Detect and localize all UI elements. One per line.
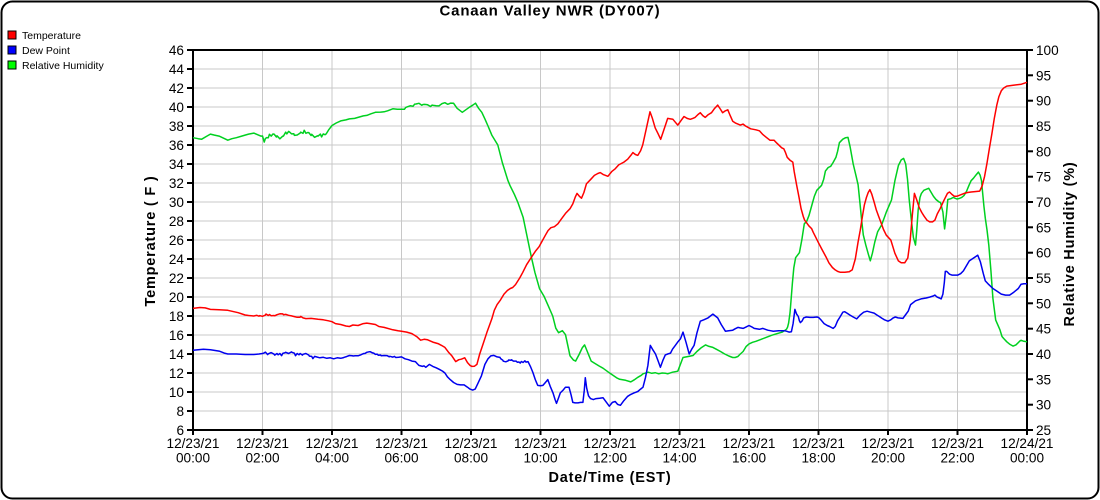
svg-text:22: 22	[169, 271, 184, 286]
svg-text:18: 18	[169, 309, 184, 324]
svg-text:24: 24	[169, 252, 185, 267]
svg-text:70: 70	[1036, 195, 1052, 210]
svg-text:12/23/21: 12/23/21	[723, 436, 776, 451]
svg-text:38: 38	[169, 119, 184, 134]
svg-text:Relative Humidity (%): Relative Humidity (%)	[1062, 161, 1078, 326]
svg-text:30: 30	[1036, 398, 1052, 413]
svg-text:44: 44	[169, 62, 185, 77]
svg-text:32: 32	[169, 176, 184, 191]
svg-text:16:00: 16:00	[732, 451, 766, 466]
svg-text:6: 6	[176, 423, 184, 438]
svg-text:Canaan Valley NWR (DY007): Canaan Valley NWR (DY007)	[440, 3, 661, 20]
svg-text:80: 80	[1036, 144, 1052, 159]
svg-text:06:00: 06:00	[384, 451, 418, 466]
svg-text:42: 42	[169, 81, 184, 96]
svg-text:18:00: 18:00	[801, 451, 835, 466]
svg-text:8: 8	[176, 404, 184, 419]
svg-text:Temperature ( F ): Temperature ( F )	[143, 176, 159, 307]
svg-text:60: 60	[1036, 246, 1052, 261]
svg-text:12:00: 12:00	[593, 451, 627, 466]
svg-text:12/23/21: 12/23/21	[653, 436, 706, 451]
svg-text:12: 12	[169, 366, 184, 381]
svg-text:45: 45	[1036, 322, 1051, 337]
svg-text:85: 85	[1036, 119, 1051, 134]
svg-text:34: 34	[169, 157, 185, 172]
svg-text:12/23/21: 12/23/21	[236, 436, 289, 451]
svg-text:55: 55	[1036, 271, 1051, 286]
svg-text:12/23/21: 12/23/21	[584, 436, 637, 451]
svg-text:25: 25	[1036, 423, 1051, 438]
svg-text:90: 90	[1036, 94, 1052, 109]
svg-text:12/23/21: 12/23/21	[306, 436, 359, 451]
svg-text:20:00: 20:00	[871, 451, 905, 466]
svg-text:16: 16	[169, 328, 184, 343]
svg-text:02:00: 02:00	[245, 451, 279, 466]
svg-text:26: 26	[169, 233, 184, 248]
svg-text:12/23/21: 12/23/21	[862, 436, 915, 451]
svg-text:50: 50	[1036, 296, 1052, 311]
svg-text:40: 40	[1036, 347, 1052, 362]
svg-text:75: 75	[1036, 170, 1051, 185]
svg-text:14:00: 14:00	[662, 451, 696, 466]
svg-text:65: 65	[1036, 220, 1051, 235]
svg-text:12/24/21: 12/24/21	[1001, 436, 1054, 451]
svg-text:35: 35	[1036, 372, 1051, 387]
svg-text:Date/Time (EST): Date/Time (EST)	[549, 470, 672, 486]
svg-text:40: 40	[169, 100, 185, 115]
svg-text:Relative Humidity: Relative Humidity	[22, 60, 104, 72]
svg-text:46: 46	[169, 43, 184, 58]
svg-text:14: 14	[169, 347, 185, 362]
svg-text:00:00: 00:00	[176, 451, 210, 466]
svg-text:95: 95	[1036, 68, 1051, 83]
svg-text:00:00: 00:00	[1010, 451, 1044, 466]
svg-text:12/23/21: 12/23/21	[167, 436, 220, 451]
svg-text:36: 36	[169, 138, 184, 153]
svg-text:Dew Point: Dew Point	[22, 45, 70, 57]
svg-text:12/23/21: 12/23/21	[445, 436, 498, 451]
svg-text:12/23/21: 12/23/21	[931, 436, 984, 451]
svg-text:Temperature: Temperature	[22, 30, 81, 42]
svg-text:12/23/21: 12/23/21	[375, 436, 428, 451]
svg-text:12/23/21: 12/23/21	[514, 436, 567, 451]
svg-text:100: 100	[1036, 43, 1059, 58]
svg-text:08:00: 08:00	[454, 451, 488, 466]
svg-text:04:00: 04:00	[315, 451, 349, 466]
svg-text:30: 30	[169, 195, 185, 210]
svg-text:12/23/21: 12/23/21	[792, 436, 845, 451]
svg-text:10: 10	[169, 385, 185, 400]
svg-text:10:00: 10:00	[523, 451, 557, 466]
svg-text:20: 20	[169, 290, 185, 305]
svg-text:28: 28	[169, 214, 184, 229]
svg-text:22:00: 22:00	[940, 451, 974, 466]
